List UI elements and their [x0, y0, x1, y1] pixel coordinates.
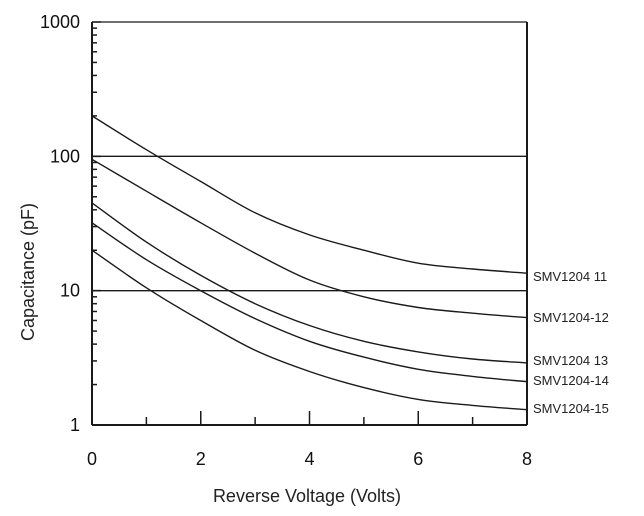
series-line-2 — [91, 158, 528, 319]
grid-lines — [92, 21, 527, 292]
y-axis-title: Capacitance (pF) — [18, 203, 38, 341]
x-axis-title: Reverse Voltage (Volts) — [213, 486, 401, 506]
x-tick-label: 0 — [87, 449, 97, 469]
series-line-5 — [91, 249, 528, 411]
series-curves — [91, 115, 528, 411]
series-label-4: SMV1204-14 — [533, 373, 609, 388]
x-tick-label: 4 — [304, 449, 314, 469]
series-line-3 — [91, 202, 528, 364]
series-label-2: SMV1204-12 — [533, 310, 609, 325]
x-tick-label: 6 — [413, 449, 423, 469]
series-labels: SMV1204 11 SMV1204-12 SMV1204 13 SMV1204-14… — [533, 269, 609, 416]
y-tick-label: 1000 — [40, 12, 80, 32]
series-label-5: SMV1204-15 — [533, 401, 609, 416]
series-label-3: SMV1204 13 — [533, 353, 608, 368]
y-tick-label: 100 — [50, 146, 80, 166]
x-tick-label: 8 — [522, 449, 532, 469]
y-tick-label: 10 — [60, 281, 80, 301]
series-line-4 — [91, 222, 528, 383]
tick-labels: 0 2 4 6 8 1 10 100 1000 — [40, 12, 532, 469]
series-line-1 — [91, 115, 528, 274]
y-tick-label: 1 — [70, 415, 80, 435]
series-label-1: SMV1204 11 — [533, 269, 607, 284]
x-tick-label: 2 — [196, 449, 206, 469]
tick-marks — [91, 21, 528, 426]
axes — [91, 22, 528, 426]
